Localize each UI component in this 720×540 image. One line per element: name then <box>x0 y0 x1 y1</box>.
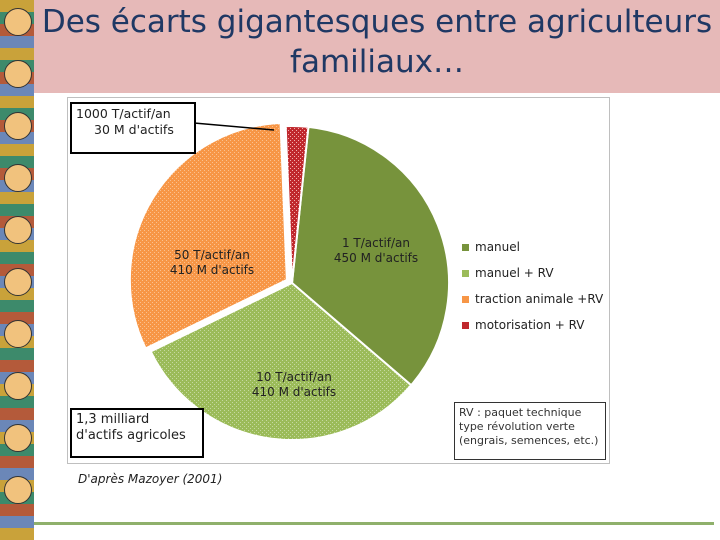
source-note: D'après Mazoyer (2001) <box>78 472 223 486</box>
legend-item-motorisation: motorisation + RV <box>462 312 603 338</box>
rv-definition-note: RV : paquet technique type révolution ve… <box>454 402 606 460</box>
page-title: Des écarts gigantesques entre agriculteu… <box>41 4 713 80</box>
data-label-motorisation-yield: 1000 T/actif/an <box>76 106 171 121</box>
face-icon <box>4 476 32 504</box>
data-label-manuel-yield: 1 T/actif/an <box>341 236 411 250</box>
data-label-manuel-rv-workers: 410 M d'actifs <box>251 385 337 399</box>
decorative-side-strip <box>0 0 34 540</box>
data-label-traction: 50 T/actif/an 410 M d'actifs <box>152 248 272 278</box>
total-workers-label: d'actifs agricoles <box>76 428 186 443</box>
callout-motorisation: 1000 T/actif/an 30 M d'actifs <box>70 102 196 154</box>
rv-note-line: (engrais, semences, etc.) <box>459 434 599 447</box>
face-icon <box>4 112 32 140</box>
bottom-divider <box>34 522 714 525</box>
legend-swatch <box>462 243 469 251</box>
pie-chart <box>128 122 450 441</box>
data-label-motorisation-workers: 30 M d'actifs <box>94 122 174 137</box>
legend-item-manuel-rv: manuel + RV <box>462 260 603 286</box>
face-icon <box>4 216 32 244</box>
face-icon <box>4 372 32 400</box>
leader-line <box>193 122 275 131</box>
face-icon <box>4 424 32 452</box>
chart-legend: manuel manuel + RV traction animale +RV … <box>462 234 603 338</box>
callout-total: 1,3 milliard d'actifs agricoles <box>70 408 204 458</box>
face-icon <box>4 320 32 348</box>
legend-label: motorisation + RV <box>475 318 585 332</box>
legend-swatch <box>462 269 469 277</box>
legend-label: manuel <box>475 240 520 254</box>
legend-item-traction: traction animale +RV <box>462 286 603 312</box>
face-icon <box>4 268 32 296</box>
legend-label: manuel + RV <box>475 266 554 280</box>
total-workers-value: 1,3 milliard <box>76 412 150 427</box>
legend-item-manuel: manuel <box>462 234 603 260</box>
legend-swatch <box>462 295 469 303</box>
face-icon <box>4 8 32 36</box>
chart-frame: 1000 T/actif/an 30 M d'actifs 1 T/actif/… <box>67 97 610 464</box>
data-label-manuel-workers: 450 M d'actifs <box>333 251 419 265</box>
data-label-traction-workers: 410 M d'actifs <box>169 263 255 277</box>
pie-slice-motorisation <box>284 125 310 284</box>
rv-note-line: RV : paquet technique <box>459 406 582 419</box>
pie-slice-manuel-rv <box>149 281 413 441</box>
data-label-manuel: 1 T/actif/an 450 M d'actifs <box>316 236 436 266</box>
legend-label: traction animale +RV <box>475 292 604 306</box>
face-icon <box>4 164 32 192</box>
data-label-manuel-rv-yield: 10 T/actif/an <box>256 370 332 384</box>
pie-slice-traction <box>128 122 288 350</box>
data-label-manuel-rv: 10 T/actif/an 410 M d'actifs <box>234 370 354 400</box>
data-label-traction-yield: 50 T/actif/an <box>174 248 250 262</box>
pie-slice-manuel <box>290 125 450 387</box>
legend-swatch <box>462 321 469 329</box>
face-icon <box>4 60 32 88</box>
rv-note-line: type révolution verte <box>459 420 575 433</box>
title-banner <box>34 0 720 93</box>
